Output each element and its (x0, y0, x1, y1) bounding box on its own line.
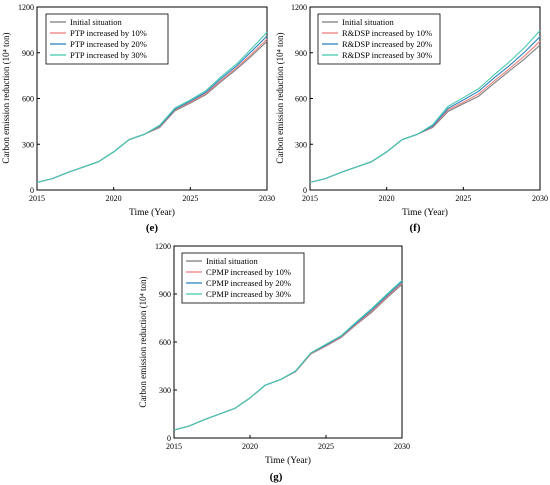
series-line-4 (309, 30, 541, 183)
x-tick-label: 2015 (29, 194, 45, 203)
legend-box (317, 13, 441, 65)
y-tick-label: 600 (159, 338, 171, 347)
legend-box (45, 13, 169, 65)
y-tick-label: 0 (303, 186, 307, 195)
y-tick-label: 1200 (291, 3, 307, 12)
y-tick-label: 0 (167, 434, 171, 443)
y-tick-label: 300 (159, 386, 171, 395)
legend-label-2: R&DSP increased by 10% (342, 28, 432, 38)
panel-caption: (e) (146, 222, 159, 234)
legend-label-1: Initial situation (70, 17, 122, 27)
x-axis-label: Time (Year) (402, 207, 448, 218)
y-tick-label: 900 (22, 49, 34, 58)
legend-label-2: CPMP increased by 10% (206, 267, 291, 277)
x-tick-label: 2025 (318, 442, 334, 451)
y-tick-label: 1200 (155, 242, 171, 251)
y-axis-label: Carbon emission reduction (10⁴ ton) (275, 32, 285, 163)
x-tick-label: 2030 (394, 442, 410, 451)
y-tick-label: 900 (295, 49, 307, 58)
series-line-2 (173, 282, 403, 431)
series-line-3 (173, 281, 403, 431)
y-tick-label: 300 (22, 140, 34, 149)
y-axis-label: Carbon emission reduction (10⁴ ton) (138, 276, 148, 407)
legend-label-1: Initial situation (342, 17, 394, 27)
x-tick-label: 2025 (182, 194, 198, 203)
legend-label-1: Initial situation (206, 256, 258, 266)
y-tick-label: 0 (30, 186, 34, 195)
legend-label-4: R&DSP increased by 30% (342, 50, 432, 60)
chart-panel-1: 0 300 600 900 1200 2015 2020 2025 2030 Initial si… (1, 3, 275, 234)
y-tick-label: 600 (295, 95, 307, 104)
legend-label-3: CPMP increased by 20% (206, 278, 291, 288)
x-tick-label: 2015 (166, 442, 182, 451)
x-tick-label: 2015 (302, 194, 318, 203)
x-tick-label: 2020 (379, 194, 395, 203)
series-line-4 (36, 31, 268, 183)
chart-panel-2: 0 300 600 900 1200 2015 2020 2025 2030 Initial si… (275, 3, 548, 234)
panel-caption: (g) (270, 471, 283, 483)
legend-label-3: R&DSP increased by 20% (342, 39, 432, 49)
x-axis-label: Time (Year) (265, 455, 311, 466)
legend-label-2: PTP increased by 10% (70, 28, 147, 38)
y-tick-label: 300 (295, 140, 307, 149)
series-line-1 (173, 283, 403, 431)
x-tick-label: 2030 (259, 194, 275, 203)
y-tick-label: 600 (22, 95, 34, 104)
legend-label-4: PTP increased by 30% (70, 50, 147, 60)
legend-label-4: CPMP increased by 30% (206, 289, 291, 299)
x-axis-label: Time (Year) (129, 207, 175, 218)
panel-caption: (f) (410, 222, 421, 234)
y-tick-label: 1200 (18, 3, 34, 12)
y-axis-label: Carbon emission reduction (10⁴ ton) (1, 32, 11, 163)
x-tick-label: 2030 (532, 194, 548, 203)
x-tick-label: 2025 (455, 194, 471, 203)
legend-box (181, 252, 305, 304)
legend-label-3: PTP increased by 20% (70, 39, 147, 49)
chart-panel-3: 0 300 600 900 1200 2015 2020 2025 2030 Initial si… (138, 242, 410, 483)
y-tick-label: 900 (159, 290, 171, 299)
series-line-4 (173, 279, 403, 431)
x-tick-label: 2020 (242, 442, 258, 451)
x-tick-label: 2020 (106, 194, 122, 203)
